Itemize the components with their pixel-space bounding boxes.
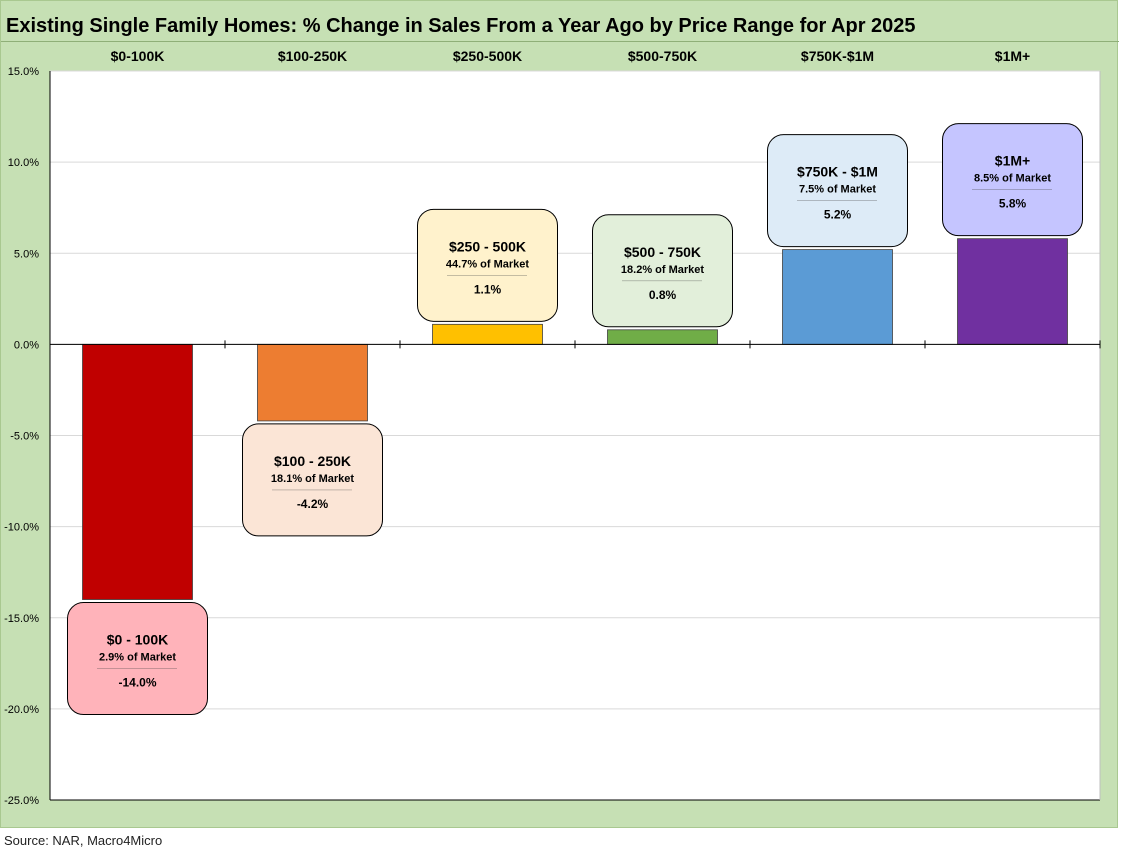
category-label: $250-500K <box>453 48 522 64</box>
annotation-box-background <box>942 123 1083 237</box>
annotation-value: 5.2% <box>824 208 852 222</box>
annotation-box: $750K - $1M 7.5% of Market 5.2% <box>767 134 908 248</box>
annotation-box: $250 - 500K 44.7% of Market 1.1% <box>417 208 558 322</box>
y-tick-label: -10.0% <box>4 522 39 534</box>
annotation-market-share: 18.2% of Market <box>621 264 704 276</box>
y-tick-label: 5.0% <box>14 248 39 260</box>
annotation-value: 5.8% <box>999 197 1027 211</box>
bar-chart: 15.0% 10.0% 5.0% 0.0% -5.0% -10.0% -15.0% -20.0… <box>4 48 1101 807</box>
y-tick-label: -5.0% <box>10 431 39 443</box>
bar <box>432 323 543 345</box>
annotation-value: -14.0% <box>118 676 156 690</box>
annotation-title: $0 - 100K <box>107 632 168 648</box>
annotation-box: $100 - 250K 18.1% of Market -4.2% <box>242 423 383 537</box>
bar <box>957 238 1068 345</box>
y-axis-tick-labels: 15.0% 10.0% 5.0% 0.0% -5.0% -10.0% -15.0% -20.0… <box>4 66 39 807</box>
annotation-title: $500 - 750K <box>624 244 701 260</box>
category-label: $750K-$1M <box>801 48 874 64</box>
category-label: $1M+ <box>995 48 1030 64</box>
annotation-box: $0 - 100K 2.9% of Market -14.0% <box>67 602 208 716</box>
y-tick-label: -20.0% <box>4 704 39 716</box>
y-tick-label: -15.0% <box>4 613 39 625</box>
category-label: $100-250K <box>278 48 347 64</box>
annotation-market-share: 2.9% of Market <box>99 652 176 664</box>
axes <box>49 71 1101 801</box>
annotation-box: $500 - 750K 18.2% of Market 0.8% <box>592 214 733 328</box>
source-note: Source: NAR, Macro4Micro <box>4 833 163 848</box>
annotation-value: 0.8% <box>649 288 677 302</box>
annotation-box-background <box>592 214 733 328</box>
category-label: $0-100K <box>111 48 165 64</box>
bar <box>257 343 368 422</box>
category-label: $500-750K <box>628 48 697 64</box>
annotation-title: $1M+ <box>995 153 1030 169</box>
annotation-title: $100 - 250K <box>274 453 351 469</box>
annotation-box-background <box>417 208 558 322</box>
annotation-market-share: 7.5% of Market <box>799 184 876 196</box>
annotation-market-share: 8.5% of Market <box>974 173 1051 185</box>
annotation-market-share: 18.1% of Market <box>271 473 354 485</box>
y-tick-label: -25.0% <box>4 795 39 807</box>
chart-title: Existing Single Family Homes: % Change i… <box>6 15 916 37</box>
annotation-market-share: 44.7% of Market <box>446 258 529 270</box>
bar <box>782 249 893 345</box>
y-tick-label: 10.0% <box>8 157 39 169</box>
annotation-box-background <box>242 423 383 537</box>
category-labels: $0-100K $100-250K $250-500K $500-750K $750K-… <box>111 48 1031 64</box>
annotation-boxes: $0 - 100K 2.9% of Market -14.0% $100 - 250K… <box>67 123 1083 716</box>
bar <box>82 343 193 600</box>
annotation-value: -4.2% <box>297 497 329 511</box>
y-tick-label: 0.0% <box>14 339 39 351</box>
bar <box>607 329 718 345</box>
annotation-title: $750K - $1M <box>797 164 878 180</box>
bars <box>82 238 1068 600</box>
y-tick-label: 15.0% <box>8 66 39 78</box>
annotation-box: $1M+ 8.5% of Market 5.8% <box>942 123 1083 237</box>
title-divider <box>1 41 1119 42</box>
annotation-box-background <box>67 602 208 716</box>
annotation-value: 1.1% <box>474 282 502 296</box>
annotation-title: $250 - 500K <box>449 238 526 254</box>
annotation-box-background <box>767 134 908 248</box>
